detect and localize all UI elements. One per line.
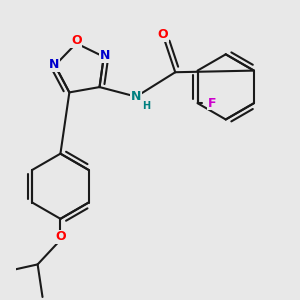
Text: F: F xyxy=(208,97,216,110)
Text: H: H xyxy=(142,101,150,111)
Text: O: O xyxy=(71,34,82,47)
Text: O: O xyxy=(55,230,66,243)
Text: N: N xyxy=(131,90,141,103)
Text: N: N xyxy=(99,50,110,62)
Text: N: N xyxy=(49,58,59,71)
Text: O: O xyxy=(158,28,168,41)
